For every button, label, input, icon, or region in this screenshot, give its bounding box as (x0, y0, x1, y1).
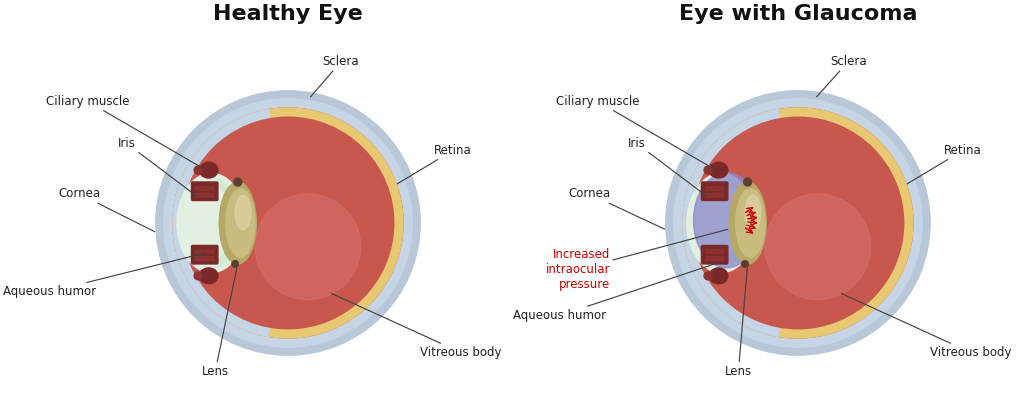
Circle shape (182, 117, 394, 329)
Circle shape (231, 261, 239, 267)
FancyBboxPatch shape (706, 187, 724, 190)
FancyBboxPatch shape (701, 245, 728, 264)
Text: Iris: Iris (118, 137, 198, 197)
FancyBboxPatch shape (706, 193, 724, 197)
Ellipse shape (705, 166, 712, 174)
FancyBboxPatch shape (196, 193, 214, 197)
Ellipse shape (200, 162, 218, 178)
Ellipse shape (729, 182, 766, 264)
FancyBboxPatch shape (191, 245, 218, 264)
Circle shape (252, 191, 364, 302)
Circle shape (666, 91, 930, 355)
Circle shape (233, 178, 242, 186)
Wedge shape (723, 187, 743, 259)
Ellipse shape (705, 272, 712, 280)
FancyBboxPatch shape (196, 250, 214, 253)
FancyBboxPatch shape (706, 250, 724, 253)
Wedge shape (173, 110, 270, 336)
FancyBboxPatch shape (191, 182, 218, 200)
Text: Retina: Retina (907, 144, 982, 184)
Circle shape (692, 117, 903, 329)
Text: Aqueous humor: Aqueous humor (3, 253, 205, 298)
Circle shape (765, 194, 870, 300)
Ellipse shape (710, 268, 728, 284)
Text: Vitreous body: Vitreous body (332, 293, 502, 359)
Ellipse shape (219, 182, 256, 264)
Text: Aqueous humor: Aqueous humor (513, 264, 715, 322)
Text: Retina: Retina (397, 144, 472, 184)
Ellipse shape (693, 173, 760, 268)
Title: Eye with Glaucoma: Eye with Glaucoma (679, 4, 918, 24)
Text: Increased
intraocular
pressure: Increased intraocular pressure (546, 229, 728, 291)
FancyBboxPatch shape (196, 187, 214, 190)
Circle shape (683, 108, 913, 338)
Wedge shape (213, 187, 233, 259)
Text: Lens: Lens (202, 268, 237, 377)
FancyBboxPatch shape (701, 182, 728, 200)
Ellipse shape (687, 174, 756, 273)
Circle shape (156, 91, 420, 355)
Wedge shape (724, 179, 751, 267)
Circle shape (741, 261, 749, 267)
Wedge shape (683, 110, 779, 336)
Wedge shape (214, 179, 241, 267)
Title: Healthy Eye: Healthy Eye (213, 4, 362, 24)
Text: Cornea: Cornea (568, 188, 665, 229)
Circle shape (255, 194, 360, 300)
FancyBboxPatch shape (706, 257, 724, 261)
Text: Vitreous body: Vitreous body (842, 293, 1012, 359)
Circle shape (173, 108, 403, 338)
Circle shape (762, 191, 873, 302)
Text: Cornea: Cornea (58, 188, 155, 232)
Ellipse shape (195, 272, 202, 280)
Ellipse shape (736, 189, 765, 257)
FancyBboxPatch shape (196, 257, 214, 261)
Text: Ciliary muscle: Ciliary muscle (46, 95, 203, 168)
Ellipse shape (236, 195, 251, 229)
Circle shape (164, 99, 413, 347)
Text: Lens: Lens (725, 268, 752, 377)
Text: Sclera: Sclera (816, 55, 866, 97)
Text: Iris: Iris (628, 137, 708, 197)
Ellipse shape (226, 189, 255, 257)
Text: Sclera: Sclera (310, 55, 359, 97)
Circle shape (743, 178, 752, 186)
Ellipse shape (177, 174, 246, 273)
Ellipse shape (710, 162, 728, 178)
Circle shape (674, 99, 923, 347)
Ellipse shape (745, 195, 761, 229)
Ellipse shape (195, 166, 202, 174)
Ellipse shape (200, 268, 218, 284)
Text: Ciliary muscle: Ciliary muscle (556, 95, 713, 168)
